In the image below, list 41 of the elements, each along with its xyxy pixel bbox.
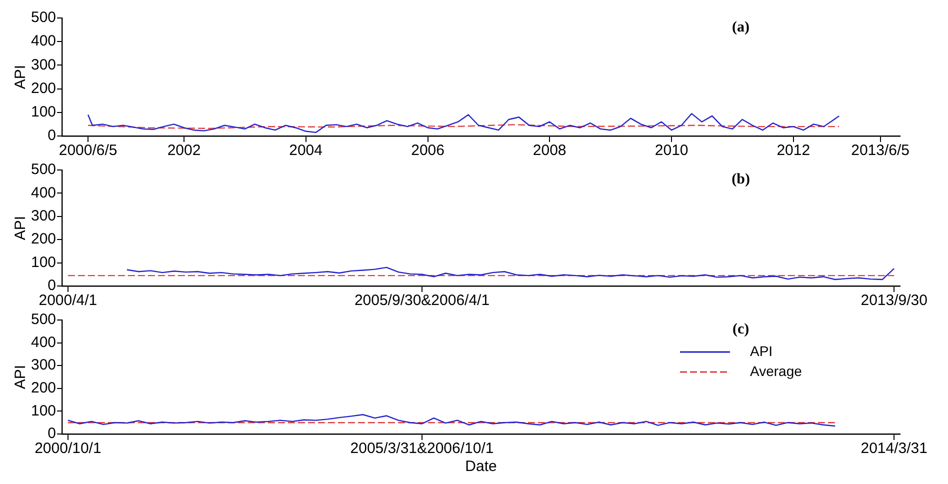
y-tick-label: 500	[30, 161, 56, 178]
y-axis-title: API	[12, 64, 30, 90]
x-tick-label: 2002	[167, 142, 201, 160]
x-axis-title: Date	[465, 458, 497, 476]
x-tick-label: 2000/6/5	[58, 142, 118, 160]
y-tick-label: 400	[30, 32, 56, 50]
x-tick-label: 2014/3/31	[860, 440, 928, 458]
y-tick-label: 100	[30, 402, 56, 420]
y-tick-label: 100	[30, 104, 56, 121]
x-tick-label: 2000/10/1	[34, 440, 102, 458]
y-tick-label: 100	[30, 254, 56, 271]
legend-label: API	[750, 342, 773, 359]
y-tick-label: 300	[30, 208, 56, 225]
y-tick-label: 0	[48, 425, 56, 442]
y-tick-label: 400	[30, 334, 56, 351]
x-tick-label: 2010	[654, 142, 688, 160]
x-tick-label: 2006	[411, 142, 444, 160]
x-tick-label: 2008	[532, 142, 566, 160]
y-tick-label: 300	[30, 356, 56, 374]
y-axis-title: API	[12, 364, 30, 390]
y-tick-label: 0	[48, 277, 56, 294]
chart-title: (b)	[732, 171, 750, 188]
x-tick-label: 2013/6/5	[851, 142, 910, 160]
x-tick-label: 2005/9/30&2006/4/1	[354, 292, 490, 310]
y-tick-label: 300	[30, 56, 56, 74]
x-tick-label: 2004	[289, 142, 322, 160]
chart-title: (a)	[732, 19, 750, 36]
y-axis-title: API	[12, 216, 30, 240]
y-tick-label: 500	[30, 9, 56, 26]
legend-label: Average	[750, 362, 802, 379]
y-tick-label: 400	[30, 184, 56, 202]
x-tick-label: 2012	[776, 142, 810, 160]
y-tick-label: 200	[30, 80, 56, 97]
chart-title: (c)	[732, 321, 750, 338]
x-tick-label: 2005/3/31&2006/10/1	[350, 440, 494, 458]
y-tick-label: 0	[48, 127, 56, 144]
y-tick-label: 500	[30, 311, 56, 328]
y-tick-label: 200	[30, 380, 56, 397]
y-tick-label: 200	[30, 230, 56, 248]
x-tick-label: 2000/4/1	[38, 292, 98, 310]
x-tick-label: 2013/9/30	[860, 292, 928, 310]
